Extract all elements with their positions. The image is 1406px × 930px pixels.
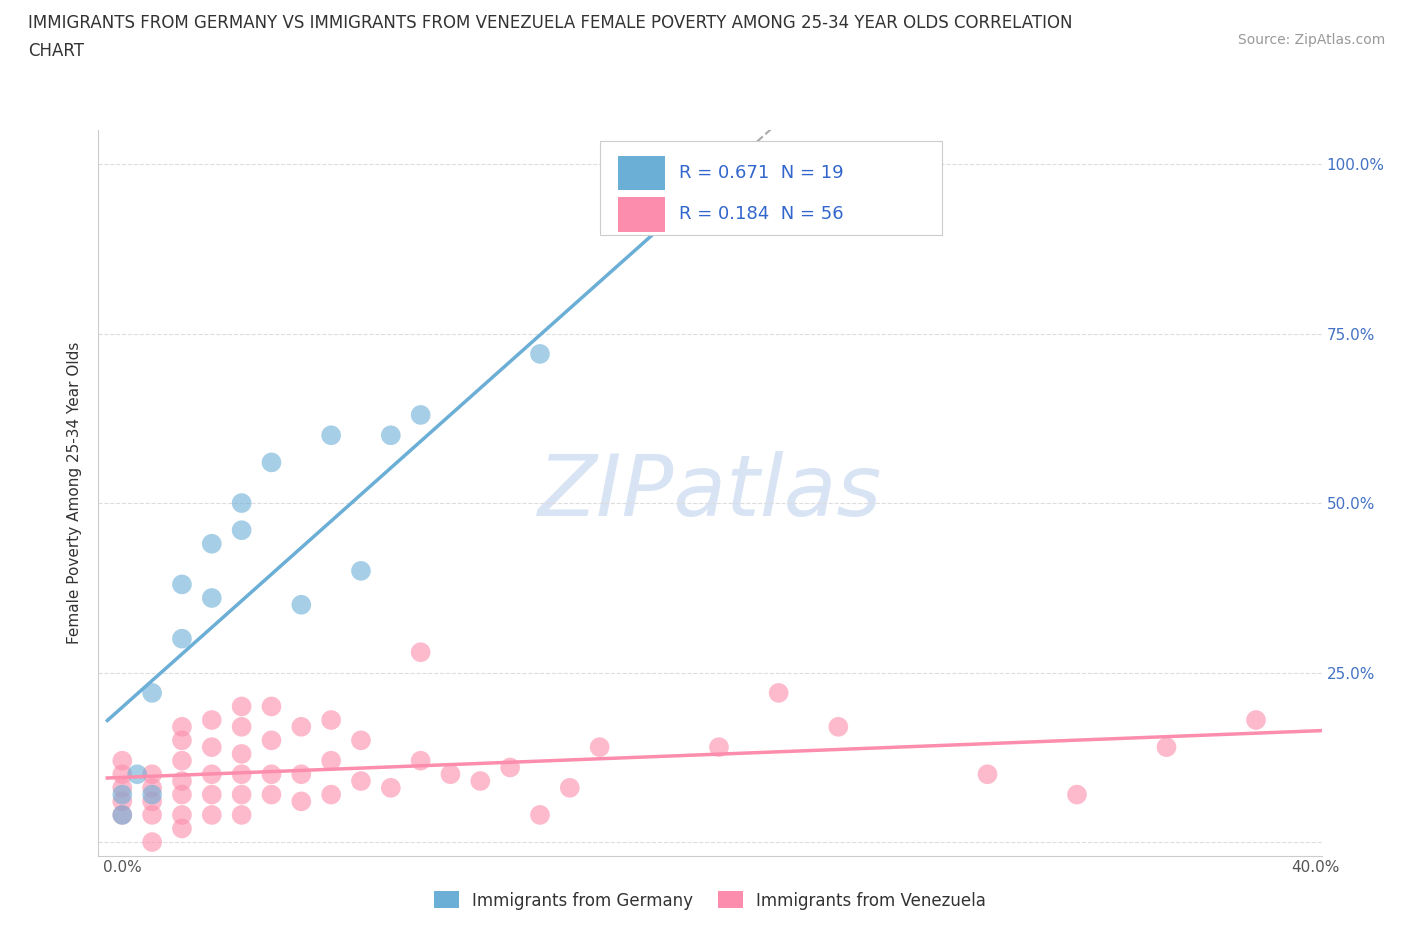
- Point: [529, 347, 551, 362]
- Point: [1066, 787, 1088, 802]
- Point: [350, 564, 373, 578]
- Point: [170, 733, 193, 748]
- Point: [201, 591, 224, 605]
- Point: [201, 787, 224, 802]
- FancyBboxPatch shape: [619, 197, 665, 232]
- Point: [127, 767, 149, 782]
- Point: [1244, 712, 1267, 727]
- Point: [470, 774, 492, 789]
- Point: [439, 767, 461, 782]
- Point: [350, 774, 373, 789]
- Legend: Immigrants from Germany, Immigrants from Venezuela: Immigrants from Germany, Immigrants from…: [427, 884, 993, 916]
- Point: [231, 787, 253, 802]
- Point: [111, 787, 134, 802]
- Point: [141, 685, 163, 700]
- Point: [707, 739, 730, 754]
- Point: [260, 787, 283, 802]
- Point: [321, 712, 343, 727]
- Point: [141, 767, 163, 782]
- Point: [170, 719, 193, 734]
- Text: Source: ZipAtlas.com: Source: ZipAtlas.com: [1237, 33, 1385, 46]
- Point: [170, 631, 193, 646]
- FancyBboxPatch shape: [619, 155, 665, 191]
- Point: [201, 767, 224, 782]
- Point: [170, 753, 193, 768]
- Point: [529, 807, 551, 822]
- Point: [290, 719, 312, 734]
- Point: [231, 523, 253, 538]
- Y-axis label: Female Poverty Among 25-34 Year Olds: Female Poverty Among 25-34 Year Olds: [67, 341, 83, 644]
- Point: [290, 597, 312, 612]
- Point: [111, 780, 134, 795]
- Point: [141, 787, 163, 802]
- Point: [170, 807, 193, 822]
- Point: [499, 760, 522, 775]
- Point: [201, 712, 224, 727]
- Point: [409, 644, 432, 659]
- Point: [409, 407, 432, 422]
- Point: [111, 794, 134, 809]
- Point: [380, 780, 402, 795]
- Point: [170, 787, 193, 802]
- Point: [321, 428, 343, 443]
- Point: [201, 537, 224, 551]
- Point: [321, 753, 343, 768]
- Point: [231, 699, 253, 714]
- Point: [170, 774, 193, 789]
- Point: [231, 719, 253, 734]
- Point: [170, 577, 193, 591]
- Text: R = 0.184  N = 56: R = 0.184 N = 56: [679, 206, 844, 223]
- Point: [111, 807, 134, 822]
- Text: IMMIGRANTS FROM GERMANY VS IMMIGRANTS FROM VENEZUELA FEMALE POVERTY AMONG 25-34 : IMMIGRANTS FROM GERMANY VS IMMIGRANTS FR…: [28, 14, 1073, 32]
- Point: [141, 834, 163, 849]
- Point: [231, 747, 253, 762]
- Point: [231, 496, 253, 511]
- Point: [201, 739, 224, 754]
- Point: [201, 807, 224, 822]
- Point: [350, 733, 373, 748]
- Point: [380, 428, 402, 443]
- Point: [141, 780, 163, 795]
- Point: [290, 767, 312, 782]
- Point: [111, 767, 134, 782]
- Text: CHART: CHART: [28, 42, 84, 60]
- Point: [111, 807, 134, 822]
- Point: [409, 753, 432, 768]
- Point: [321, 787, 343, 802]
- Point: [768, 184, 790, 199]
- Point: [827, 719, 849, 734]
- Point: [260, 767, 283, 782]
- FancyBboxPatch shape: [600, 141, 942, 235]
- Point: [768, 685, 790, 700]
- Point: [588, 739, 610, 754]
- Point: [1156, 739, 1178, 754]
- Text: ZIPatlas: ZIPatlas: [538, 451, 882, 535]
- Point: [231, 807, 253, 822]
- Point: [290, 794, 312, 809]
- Point: [111, 753, 134, 768]
- Point: [231, 767, 253, 782]
- Point: [170, 821, 193, 836]
- Point: [260, 699, 283, 714]
- Point: [558, 780, 581, 795]
- Text: R = 0.671  N = 19: R = 0.671 N = 19: [679, 164, 844, 182]
- Point: [260, 733, 283, 748]
- Point: [141, 807, 163, 822]
- Point: [260, 455, 283, 470]
- Point: [976, 767, 998, 782]
- Point: [141, 794, 163, 809]
